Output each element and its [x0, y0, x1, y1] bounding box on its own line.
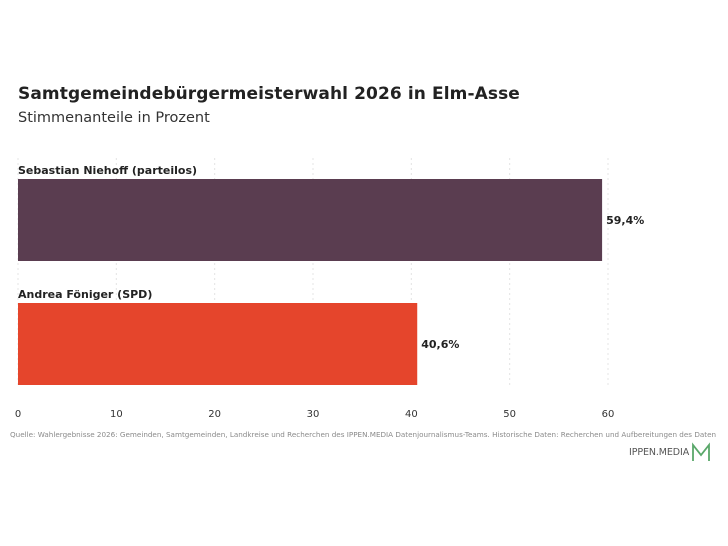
x-tick-label: 0 [15, 409, 21, 420]
x-tick-label: 10 [110, 409, 123, 420]
source-note: Quelle: Wahlergebnisse 2026: Gemeinden, … [10, 430, 717, 439]
bar [18, 179, 603, 261]
x-tick-label: 40 [405, 409, 418, 420]
x-tick-label: 30 [307, 409, 320, 420]
data-label: 59,4% [606, 214, 644, 227]
logo-text: IPPEN.MEDIA [629, 446, 690, 458]
ippen-media-logo: IPPEN.MEDIA [629, 440, 711, 464]
logo-m-icon [692, 442, 711, 461]
category-label: Andrea Föniger (SPD) [18, 288, 152, 301]
category-label: Sebastian Niehoff (parteilos) [18, 164, 197, 177]
x-tick-label: 50 [503, 409, 516, 420]
bar [18, 303, 418, 385]
chart-title: Samtgemeindebürgermeisterwahl 2026 in El… [18, 84, 520, 104]
chart-subtitle: Stimmenanteile in Prozent [18, 110, 210, 126]
data-label: 40,6% [421, 338, 459, 351]
x-tick-label: 60 [602, 409, 615, 420]
x-tick-label: 20 [208, 409, 221, 420]
bar-chart: Sebastian Niehoff (parteilos) 59,4% Andrea… [15, 158, 644, 420]
